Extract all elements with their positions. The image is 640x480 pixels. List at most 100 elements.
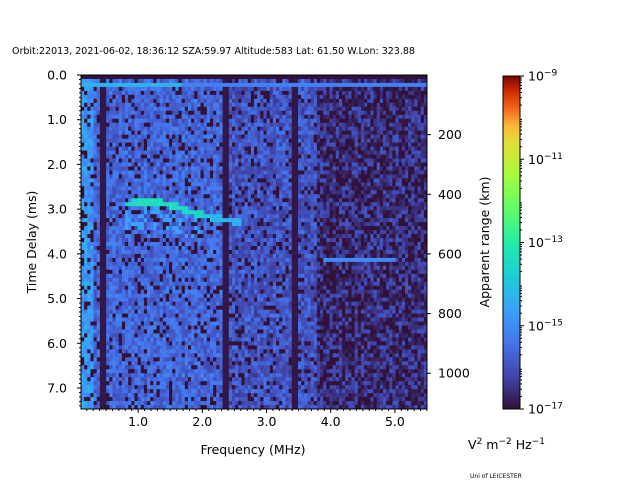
heatmap-cell	[128, 90, 132, 96]
heatmap-cell	[335, 90, 340, 96]
heatmap-cell	[216, 230, 220, 235]
heatmap-cell	[175, 90, 179, 96]
heatmap-cell	[87, 126, 91, 132]
heatmap-cell	[115, 249, 120, 255]
heatmap-cell	[392, 78, 396, 84]
heatmap-cell	[238, 230, 242, 235]
heatmap-cell	[191, 249, 195, 255]
heatmap-cell	[342, 210, 346, 215]
heatmap-cell	[357, 158, 362, 163]
heatmap-cell	[373, 178, 378, 183]
heatmap-cell	[131, 90, 135, 96]
heatmap-cell	[143, 202, 148, 207]
heatmap-cell	[134, 186, 139, 191]
heatmap-cell	[209, 245, 214, 251]
heatmap-cell	[213, 214, 217, 219]
heatmap-cell	[103, 234, 107, 239]
heatmap-cell	[159, 170, 164, 175]
heatmap-cell	[235, 138, 239, 143]
heatmap-cell	[156, 130, 161, 136]
heatmap-cell	[231, 238, 236, 243]
heatmap-cell	[125, 245, 129, 251]
heatmap-cell	[272, 130, 277, 136]
heatmap-cell	[417, 158, 422, 163]
heatmap-cell	[103, 106, 107, 112]
heatmap-cell	[125, 102, 129, 108]
heatmap-cell	[392, 238, 396, 243]
heatmap-cell	[219, 238, 223, 243]
heatmap-cell	[147, 234, 151, 239]
heatmap-cell	[203, 202, 208, 207]
heatmap-cell	[254, 150, 258, 155]
heatmap-cell	[345, 170, 349, 175]
heatmap-cell	[266, 245, 271, 251]
heatmap-cell	[143, 82, 148, 88]
heatmap-cell	[307, 106, 312, 112]
heatmap-cell	[373, 142, 378, 147]
heatmap-cell	[389, 102, 393, 108]
heatmap-cell	[326, 75, 330, 80]
heatmap-cell	[87, 210, 91, 215]
heatmap-cell	[373, 138, 378, 143]
heatmap-cell	[231, 158, 236, 163]
heatmap-cell	[156, 142, 161, 147]
heatmap-cell	[310, 126, 315, 132]
heatmap-cell	[320, 226, 324, 231]
heatmap-cell	[175, 218, 179, 223]
heatmap-cell	[266, 182, 271, 187]
heatmap-cell	[379, 110, 384, 116]
heatmap-cell	[423, 102, 428, 108]
heatmap-cell	[228, 194, 233, 199]
heatmap-cell	[310, 130, 315, 136]
heatmap-cell	[184, 238, 189, 243]
heatmap-cell	[96, 170, 101, 175]
heatmap-cell	[84, 134, 88, 140]
heatmap-cell	[257, 98, 261, 104]
heatmap-cell	[401, 90, 406, 96]
heatmap-cell	[209, 210, 214, 215]
heatmap-cell	[329, 142, 334, 147]
heatmap-cell	[90, 158, 94, 163]
heatmap-cell	[326, 126, 330, 132]
heatmap-cell	[175, 75, 179, 80]
heatmap-cell	[332, 86, 337, 92]
heatmap-cell	[109, 102, 113, 108]
heatmap-cell	[169, 174, 173, 179]
heatmap-cell	[414, 242, 418, 247]
heatmap-cell	[294, 134, 299, 140]
heatmap-cell	[143, 190, 148, 195]
heatmap-cell	[178, 146, 183, 151]
heatmap-cell	[254, 182, 258, 187]
heatmap-cell	[178, 158, 183, 163]
heatmap-cell	[398, 110, 403, 116]
heatmap-cell	[316, 186, 321, 191]
heatmap-cell	[338, 134, 343, 140]
heatmap-cell	[357, 98, 362, 104]
heatmap-cell	[93, 86, 98, 92]
heatmap-cell	[178, 222, 183, 227]
heatmap-cell	[175, 206, 179, 211]
heatmap-cell	[307, 82, 312, 88]
heatmap-cell	[313, 245, 318, 251]
heatmap-cell	[162, 194, 167, 199]
heatmap-cell	[351, 82, 356, 88]
heatmap-cell	[244, 238, 249, 243]
heatmap-cell	[376, 150, 381, 155]
heatmap-cell	[90, 253, 94, 259]
heatmap-cell	[298, 122, 302, 128]
heatmap-cell	[386, 234, 390, 239]
heatmap-cell	[301, 114, 305, 120]
heatmap-cell	[408, 102, 412, 108]
heatmap-cell	[228, 238, 233, 243]
heatmap-cell	[99, 134, 104, 140]
heatmap-cell	[181, 122, 186, 128]
heatmap-cell	[398, 146, 403, 151]
heatmap-cell	[203, 170, 208, 175]
heatmap-cell	[257, 118, 261, 124]
heatmap-cell	[401, 218, 406, 223]
heatmap-cell	[112, 178, 116, 183]
heatmap-cell	[250, 222, 255, 227]
heatmap-cell	[360, 206, 365, 211]
heatmap-cell	[354, 122, 359, 128]
heatmap-cell	[87, 234, 91, 239]
